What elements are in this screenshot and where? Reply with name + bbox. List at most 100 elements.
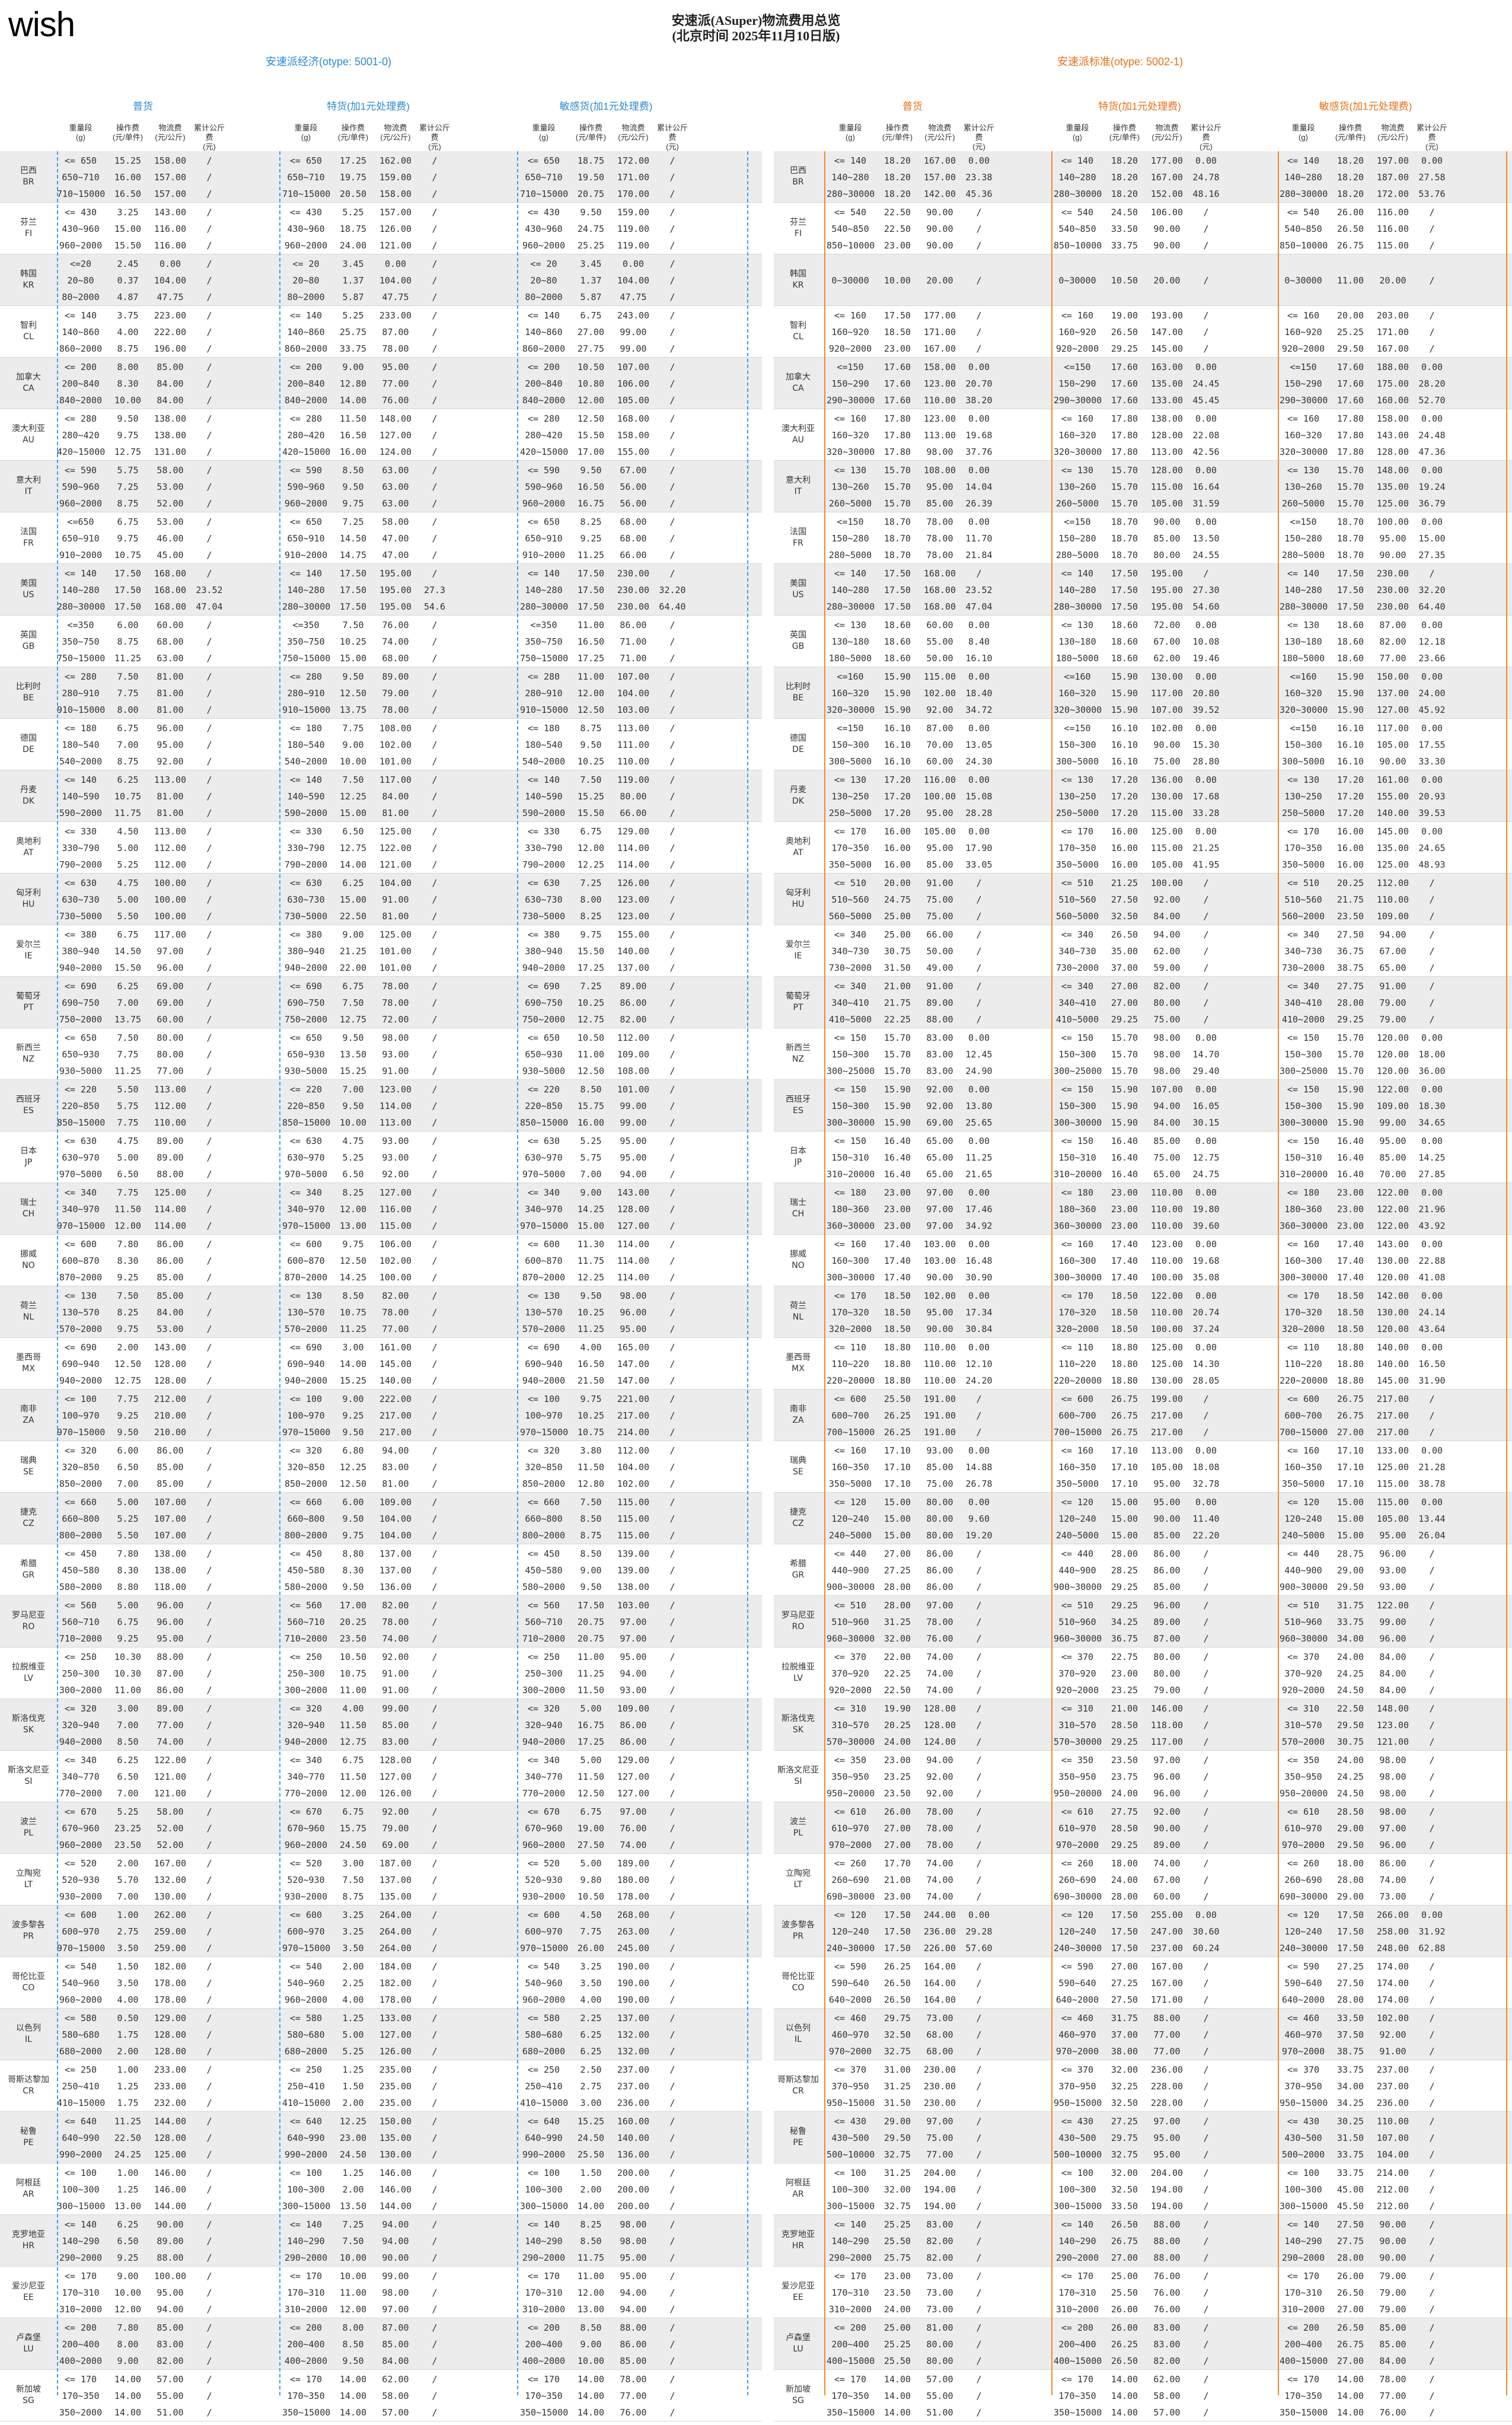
rate-cell: 86.00	[926, 1565, 953, 1576]
rate-cell: 28.00	[1336, 998, 1364, 1008]
rate-cell: /	[432, 343, 438, 354]
rate-cell: /	[432, 2219, 438, 2230]
rate-cell: 16.10	[883, 756, 911, 767]
rate-cell: 280~5000	[1281, 550, 1325, 560]
rate-cell: 100~300	[525, 2184, 563, 2195]
rate-cell: /	[669, 1652, 675, 1662]
rate-cell: 0.00	[1195, 413, 1217, 424]
rate-cell: 9.75	[342, 1530, 364, 1541]
rate-cell: 0.00	[968, 1033, 990, 1043]
rate-cell: /	[1203, 998, 1209, 1008]
rate-cell: 157.00	[154, 189, 187, 199]
rate-cell: 100~300	[1058, 2184, 1096, 2195]
rate-cell: /	[976, 343, 982, 354]
rate-cell: 20.25	[339, 1617, 367, 1627]
rate-cell: 94.00	[157, 2304, 184, 2315]
rate-cell: /	[432, 705, 438, 715]
rate-cell: 15.70	[883, 1049, 911, 1060]
rate-cell: /	[976, 2098, 982, 2108]
rate-cell: 124.00	[923, 1736, 956, 1747]
rate-cell: 23.00	[883, 1755, 911, 1766]
rate-cell: 350~750	[287, 636, 325, 647]
country-row: 哥伦比亚 CO <= 540 1.50 182.00/540~960 3.50 178.00…	[0, 1957, 762, 2009]
rate-cell: 340~410	[831, 998, 869, 1008]
rate-cell: 259.00	[154, 1943, 187, 1954]
rate-cell: 11.00	[577, 1652, 605, 1662]
rate-cell: 940~2000	[59, 963, 103, 973]
rate-cell: 74.00	[382, 1633, 409, 1644]
rate-cell: 5.00	[117, 843, 139, 853]
rate-cell: 18.20	[1336, 189, 1364, 199]
rate-cell: 191.00	[923, 1427, 956, 1438]
rate-cell: 74.00	[157, 1736, 184, 1747]
rate-cell: 122.00	[1376, 1221, 1409, 1231]
rate-cell: 12.50	[339, 688, 367, 699]
rate-cell: <= 100	[527, 2168, 560, 2178]
rate-cell: 510~960	[831, 1617, 869, 1627]
rate-cell: /	[206, 688, 212, 699]
rate-cell: 99.00	[620, 1101, 647, 1111]
rate-cell: 126.00	[379, 1788, 412, 1799]
rate-cell: 123.00	[1376, 1720, 1409, 1731]
rate-cell: 100.00	[1150, 1324, 1184, 1334]
rate-cell: 105.00	[1376, 1513, 1409, 1524]
rate-cell: 0.00	[968, 775, 990, 785]
rate-cell: 159.00	[379, 172, 412, 183]
rate-cell: 236.00	[1376, 2098, 1409, 2108]
rate-cell: 81.00	[157, 791, 184, 802]
rate-cell: 136.00	[1150, 775, 1184, 785]
rate-cell: 200~400	[287, 2339, 325, 2350]
rate-cell: 39.53	[1418, 808, 1446, 818]
rate-cell: 17.50	[577, 1600, 605, 1611]
rate-cell: 0.00	[1421, 723, 1443, 734]
rate-cell: 190.00	[617, 1961, 650, 1972]
rate-cell: 11.00	[577, 1049, 605, 1060]
rate-cell: 32.50	[1111, 2184, 1138, 2195]
rate-cell: 18.20	[1111, 189, 1138, 199]
country-row: 丹麦 DK <= 140 6.25 113.00/140~590 10.75 81.00/5…	[0, 770, 762, 822]
rate-cell: 195.00	[1150, 568, 1184, 579]
rate-cell: 92.00	[926, 1788, 953, 1799]
rate-cell: /	[432, 1530, 438, 1541]
rate-cell: 17.50	[339, 568, 367, 579]
country-label: 英国 GB	[774, 616, 822, 667]
country-label: 克罗地亚 HR	[774, 2215, 822, 2266]
rate-cell: 107.00	[1150, 705, 1184, 715]
rate-cell: <=150	[1290, 723, 1317, 734]
rate-cell: 12.45	[965, 1049, 993, 1060]
rate-cell: 217.00	[1150, 1427, 1184, 1438]
rate-cell: 5.25	[342, 1152, 364, 1163]
rate-cell: 97.00	[382, 2304, 409, 2315]
rate-cell: 0.00	[1195, 155, 1217, 166]
rate-cell: <=150	[1064, 723, 1091, 734]
rate-cell: /	[206, 2184, 212, 2195]
rate-cell: 5.00	[580, 1858, 602, 1869]
rate-cell: 7.80	[117, 1239, 139, 1250]
rate-cell: 940~2000	[59, 1736, 103, 1747]
rate-cell: 26.04	[1418, 1530, 1446, 1541]
rate-cell: 140~290	[1284, 2236, 1322, 2246]
rate-cell: <=150	[837, 723, 864, 734]
rate-cell: <= 380	[289, 929, 323, 940]
rate-cell: 155.00	[617, 447, 650, 457]
rate-cell: 75.00	[926, 1478, 953, 1489]
rate-cell: 45.36	[965, 189, 993, 199]
rate-cell: 95.00	[926, 843, 953, 853]
rate-cell: 95.00	[1153, 2133, 1181, 2143]
rate-cell: /	[1429, 240, 1435, 251]
rate-cell: 55.00	[926, 2391, 953, 2401]
rate-cell: 99.00	[1379, 1617, 1406, 1627]
country-row: 奥地利 AT <= 170 16.00 105.00 0.00 170~350 16.00 95…	[774, 822, 1512, 874]
rate-cell: 27.00	[1111, 998, 1138, 1008]
rate-cell: 103.00	[617, 705, 650, 715]
rate-cell: /	[432, 2236, 438, 2246]
rate-cell: 410~15000	[520, 2098, 569, 2108]
rate-cell: 13.50	[339, 2201, 367, 2212]
rate-cell: 31.92	[1418, 1926, 1446, 1937]
rate-cell: 140~290	[831, 2236, 869, 2246]
rate-cell: /	[206, 1736, 212, 1747]
rate-cell: 0.00	[1195, 620, 1217, 630]
rate-cell: <= 130	[834, 620, 867, 630]
rate-cell: 34.00	[1336, 1633, 1364, 1644]
rate-cell: /	[669, 1755, 675, 1766]
